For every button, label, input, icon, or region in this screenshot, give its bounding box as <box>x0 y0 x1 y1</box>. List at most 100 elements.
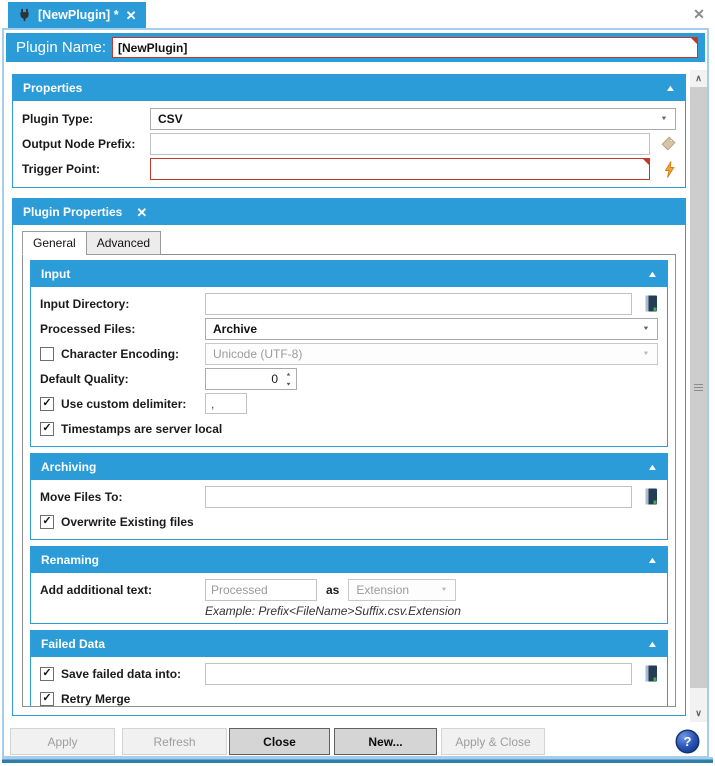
save-failed-checkbox[interactable]: ✓ <box>40 666 54 681</box>
archiving-section-header[interactable]: Archiving ▲ <box>31 454 667 480</box>
character-encoding-checkbox[interactable] <box>40 346 54 361</box>
apply-and-close-button[interactable]: Apply & Close <box>441 728 545 755</box>
save-failed-input[interactable] <box>205 662 632 685</box>
browse-book-icon[interactable] <box>643 665 658 682</box>
trigger-point-input[interactable] <box>150 158 650 180</box>
scroll-up-icon[interactable]: ∧ <box>695 73 702 83</box>
add-additional-text-label: Add additional text: <box>40 582 152 597</box>
spin-up-icon[interactable]: ▲ <box>285 371 292 376</box>
collapse-icon[interactable]: ▲ <box>646 462 659 472</box>
chevron-down-icon: ▼ <box>642 324 650 332</box>
collapse-icon[interactable]: ▲ <box>664 83 677 93</box>
collapse-icon[interactable]: ▲ <box>646 639 659 649</box>
scroll-down-icon[interactable]: ∨ <box>695 708 702 718</box>
use-custom-delimiter-checkbox[interactable]: ✓ <box>40 396 54 411</box>
plugin-properties-header[interactable]: Plugin Properties ✕ <box>13 199 685 225</box>
timestamps-label: Timestamps are server local <box>61 421 223 436</box>
character-encoding-row: Character Encoding: Unicode (UTF-8) ▼ <box>40 342 658 365</box>
chevron-down-icon: ▼ <box>642 349 650 357</box>
output-node-prefix-label: Output Node Prefix: <box>22 137 136 151</box>
tab-title: [NewPlugin] * <box>38 8 119 22</box>
browse-book-icon[interactable] <box>643 488 658 505</box>
default-quality-label: Default Quality: <box>40 371 129 386</box>
plugin-name-label: Plugin Name: <box>16 39 107 56</box>
renaming-section-title: Renaming <box>41 553 100 567</box>
plugin-type-value: CSV <box>158 112 183 126</box>
trigger-point-row: Trigger Point: <box>22 158 676 180</box>
tab-advanced[interactable]: Advanced <box>85 231 162 255</box>
collapse-icon[interactable]: ▲ <box>646 269 659 279</box>
processed-files-value: Archive <box>213 321 258 336</box>
move-files-to-input[interactable] <box>205 485 632 508</box>
failed-data-section: Failed Data ▲ ✓ Save failed data into: <box>30 630 668 706</box>
default-quality-value: 0 <box>271 371 278 386</box>
chevron-down-icon: ▼ <box>440 585 449 593</box>
general-tab-panel: Input ▲ Input Directory: <box>22 254 676 707</box>
lightning-icon[interactable] <box>663 160 676 178</box>
save-failed-data-row: ✓ Save failed data into: <box>40 662 658 685</box>
save-failed-label: Save failed data into: <box>61 666 182 681</box>
character-encoding-dropdown[interactable]: Unicode (UTF-8) ▼ <box>205 342 658 365</box>
move-files-to-row: Move Files To: <box>40 485 658 508</box>
plugin-type-row: Plugin Type: CSV ▼ <box>22 108 676 130</box>
plugin-type-label: Plugin Type: <box>22 112 94 126</box>
as-label: as <box>326 582 340 597</box>
document-tab[interactable]: [NewPlugin] * ✕ <box>8 2 147 28</box>
retry-merge-checkbox[interactable]: ✓ <box>40 691 54 706</box>
move-files-to-label: Move Files To: <box>40 489 123 504</box>
default-quality-stepper[interactable]: 0 ▲ ▼ <box>205 367 297 390</box>
scrollbar-thumb[interactable] <box>690 87 707 688</box>
scrollbar-grip-icon <box>694 383 703 392</box>
spin-down-icon[interactable]: ▼ <box>285 381 292 386</box>
timestamps-row: ✓ Timestamps are server local <box>40 417 658 440</box>
input-section-header[interactable]: Input ▲ <box>31 261 667 287</box>
properties-title: Properties <box>23 81 83 95</box>
browse-book-icon[interactable] <box>643 295 658 312</box>
archiving-section-title: Archiving <box>41 460 97 474</box>
plugin-type-dropdown[interactable]: CSV ▼ <box>150 108 676 130</box>
input-section: Input ▲ Input Directory: <box>30 260 668 447</box>
help-glyph: ? <box>684 734 692 749</box>
character-encoding-label: Character Encoding: <box>61 346 180 361</box>
processed-files-row: Processed Files: Archive ▼ <box>40 317 658 340</box>
overwrite-checkbox[interactable]: ✓ <box>40 514 54 529</box>
plugin-properties-tabs: General Advanced <box>22 231 162 255</box>
delimiter-input[interactable] <box>205 393 247 414</box>
input-directory-row: Input Directory: <box>40 292 658 315</box>
help-icon[interactable]: ? <box>675 729 700 754</box>
processed-files-dropdown[interactable]: Archive ▼ <box>205 317 658 340</box>
overwrite-label: Overwrite Existing files <box>61 514 194 529</box>
vertical-scrollbar[interactable]: ∧ ∨ <box>690 70 707 722</box>
plug-icon <box>20 8 29 22</box>
tab-general[interactable]: General <box>22 231 87 255</box>
tag-icon[interactable] <box>660 136 676 152</box>
renaming-section: Renaming ▲ Add additional text: as Exten… <box>30 546 668 624</box>
close-button[interactable]: Close <box>229 728 330 755</box>
properties-header[interactable]: Properties ▲ <box>13 75 685 101</box>
rename-as-dropdown[interactable]: Extension ▼ <box>348 578 457 601</box>
character-encoding-value: Unicode (UTF-8) <box>213 346 303 361</box>
plugin-name-input[interactable] <box>112 37 698 58</box>
refresh-button[interactable]: Refresh <box>122 728 227 755</box>
plugin-properties-close-icon[interactable]: ✕ <box>136 204 148 220</box>
window-close-icon[interactable]: ✕ <box>693 6 705 22</box>
default-quality-row: Default Quality: 0 ▲ ▼ <box>40 367 658 390</box>
add-additional-text-input[interactable] <box>205 578 317 601</box>
input-directory-label: Input Directory: <box>40 296 130 311</box>
trigger-point-label: Trigger Point: <box>22 162 100 176</box>
plugin-properties-title: Plugin Properties <box>23 205 123 219</box>
rename-example-text: Example: Prefix<FileName>Suffix.csv.Exte… <box>205 604 461 618</box>
collapse-icon[interactable]: ▲ <box>646 555 659 565</box>
tab-close-icon[interactable]: ✕ <box>125 7 137 23</box>
renaming-section-header[interactable]: Renaming ▲ <box>31 547 667 573</box>
new-button[interactable]: New... <box>334 728 437 755</box>
failed-data-section-title: Failed Data <box>41 637 106 651</box>
rename-as-value: Extension <box>356 582 410 597</box>
input-directory-input[interactable] <box>205 292 632 315</box>
output-node-prefix-input[interactable] <box>150 133 650 155</box>
properties-group: Properties ▲ Plugin Type: CSV ▼ Output N… <box>12 74 686 188</box>
failed-data-section-header[interactable]: Failed Data ▲ <box>31 631 667 657</box>
timestamps-checkbox[interactable]: ✓ <box>40 421 54 436</box>
overwrite-row: ✓ Overwrite Existing files <box>40 510 658 533</box>
apply-button[interactable]: Apply <box>10 728 115 755</box>
